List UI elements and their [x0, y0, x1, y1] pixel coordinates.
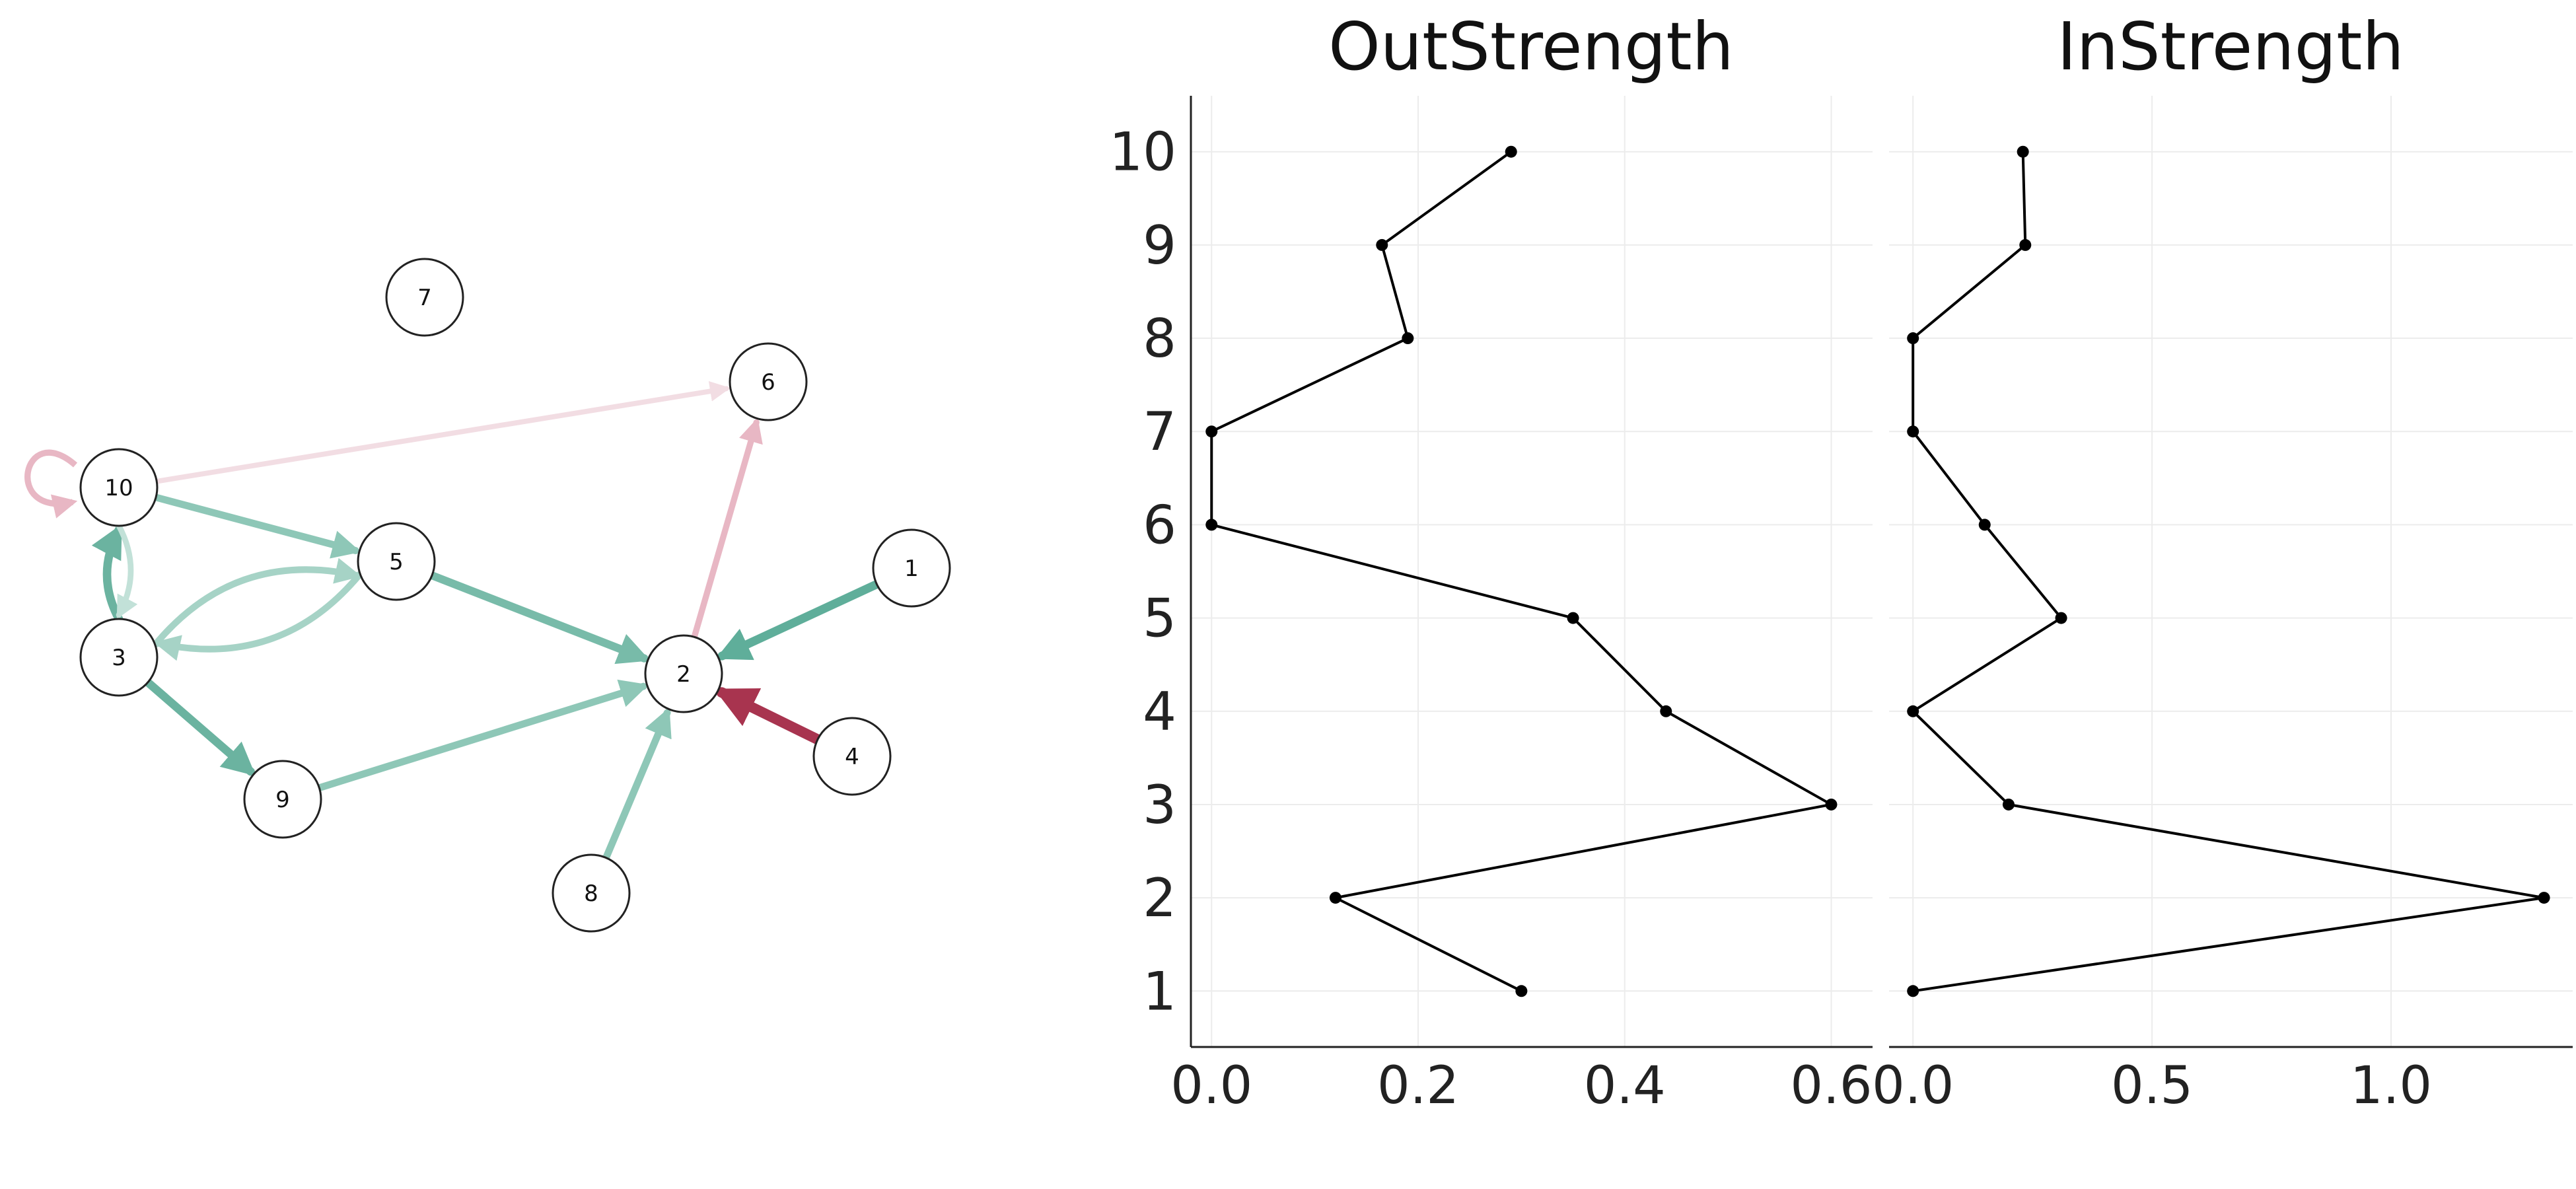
data-point: [1205, 425, 1218, 438]
y-tick-label: 9: [1143, 215, 1176, 276]
graph-nodes: 1 2 3 4 5 6 7 8 9 10: [79, 258, 951, 933]
graph-node-3: 3: [79, 618, 159, 697]
node-label: 3: [112, 645, 126, 671]
instrength-title: InStrength: [2057, 8, 2404, 85]
node-label: 4: [845, 744, 859, 770]
network-graph: 1 2 3 4 5 6 7 8 9 10: [24, 258, 951, 933]
data-point: [1907, 985, 1919, 997]
instrength-x-tick-labels: 0.0 0.5 1.0: [1872, 1056, 2432, 1116]
edge-10-to-5: [152, 493, 361, 559]
edge-8-to-2: [602, 707, 672, 861]
outstrength-x-tick-labels: 0.0 0.2 0.4 0.6: [1170, 1056, 1872, 1116]
node-label: 5: [389, 549, 404, 575]
node-circle: [872, 528, 951, 608]
data-point: [1907, 425, 1919, 438]
edge-5-to-2: [427, 571, 651, 665]
node-circle: [357, 522, 436, 601]
y-tick-label: 1: [1143, 960, 1176, 1022]
edge-1-to-2: [715, 579, 881, 661]
x-tick-label: 0.0: [1170, 1056, 1252, 1116]
node-circle: [243, 760, 322, 839]
data-point: [2019, 238, 2032, 251]
graph-node-8: 8: [552, 853, 631, 933]
outstrength-y-tick-labels: 1 2 3 4 5 6 7 8 9 10: [1109, 122, 1176, 1023]
y-tick-label: 3: [1143, 774, 1176, 836]
node-label: 7: [417, 285, 432, 311]
outstrength-series: [1205, 145, 1838, 997]
outstrength-title: OutStrength: [1328, 8, 1734, 85]
data-point: [2538, 892, 2550, 904]
data-point: [1329, 892, 1342, 904]
graph-node-7: 7: [385, 258, 464, 337]
data-point: [1907, 705, 1919, 717]
data-point: [2017, 145, 2029, 158]
y-tick-label: 6: [1143, 494, 1176, 556]
x-tick-label: 0.2: [1377, 1056, 1459, 1116]
data-point: [1825, 798, 1838, 811]
y-tick-label: 8: [1143, 308, 1176, 369]
data-point: [1515, 985, 1528, 997]
graph-edges: [24, 380, 881, 861]
instrength-chart: InStrength 0.0 0.5 1.0: [1872, 8, 2573, 1116]
node-circle: [79, 618, 159, 697]
data-point: [1402, 332, 1414, 345]
node-label: 6: [761, 369, 775, 396]
node-label: 10: [104, 475, 133, 501]
graph-node-9: 9: [243, 760, 322, 839]
data-point: [2002, 798, 2015, 811]
edge-10-to-6: [154, 380, 731, 484]
edge-2-to-6: [691, 417, 763, 640]
data-point: [1505, 145, 1517, 158]
y-tick-label: 5: [1143, 588, 1176, 649]
node-circle: [552, 853, 631, 933]
data-point: [1567, 612, 1579, 624]
outstrength-chart: OutStrength 1 2 3 4 5 6 7 8 9 10 0.0 0.2 0.4 0.6: [1109, 8, 1873, 1116]
x-tick-label: 0.6: [1790, 1056, 1872, 1116]
node-circle: [385, 258, 464, 337]
x-tick-label: 0.0: [1872, 1056, 1954, 1116]
x-tick-label: 1.0: [2350, 1056, 2432, 1116]
y-tick-label: 4: [1143, 681, 1176, 742]
graph-node-1: 1: [872, 528, 951, 608]
series-line: [1210, 151, 1833, 993]
data-point: [1205, 519, 1218, 531]
instrength-grid: [1889, 96, 2573, 1047]
node-label: 9: [275, 787, 290, 813]
graph-node-10: 10: [79, 448, 159, 527]
graph-node-2: 2: [644, 634, 723, 713]
instrength-series: [1907, 145, 2550, 997]
edge-3-to-10: [91, 524, 124, 624]
edge-4-to-2: [714, 687, 823, 745]
x-tick-label: 0.4: [1584, 1056, 1666, 1116]
x-tick-label: 0.5: [2111, 1056, 2193, 1116]
node-label: 2: [676, 661, 691, 688]
node-circle: [729, 342, 808, 421]
outstrength-grid: [1191, 96, 1873, 1047]
edge-5-to-3: [153, 570, 364, 661]
data-point: [1660, 705, 1672, 717]
data-point: [1907, 332, 1919, 345]
node-label: 8: [584, 881, 598, 907]
edge-3-to-5: [151, 558, 362, 649]
edge-10-to-10: [24, 449, 78, 519]
graph-node-5: 5: [357, 522, 436, 601]
data-point: [2055, 612, 2067, 624]
node-label: 1: [904, 556, 919, 582]
y-tick-label: 10: [1109, 122, 1176, 183]
node-circle: [644, 634, 723, 713]
data-point: [1376, 238, 1388, 251]
edge-3-to-9: [143, 678, 256, 776]
y-tick-label: 2: [1143, 867, 1176, 929]
edge-10-to-3: [116, 522, 138, 620]
graph-node-4: 4: [812, 717, 892, 796]
y-tick-label: 7: [1143, 401, 1176, 462]
edge-9-to-2: [315, 679, 649, 792]
data-point: [1978, 519, 1991, 531]
node-circle: [79, 448, 159, 527]
graph-node-6: 6: [729, 342, 808, 421]
series-line: [1912, 151, 2546, 993]
node-circle: [812, 717, 892, 796]
